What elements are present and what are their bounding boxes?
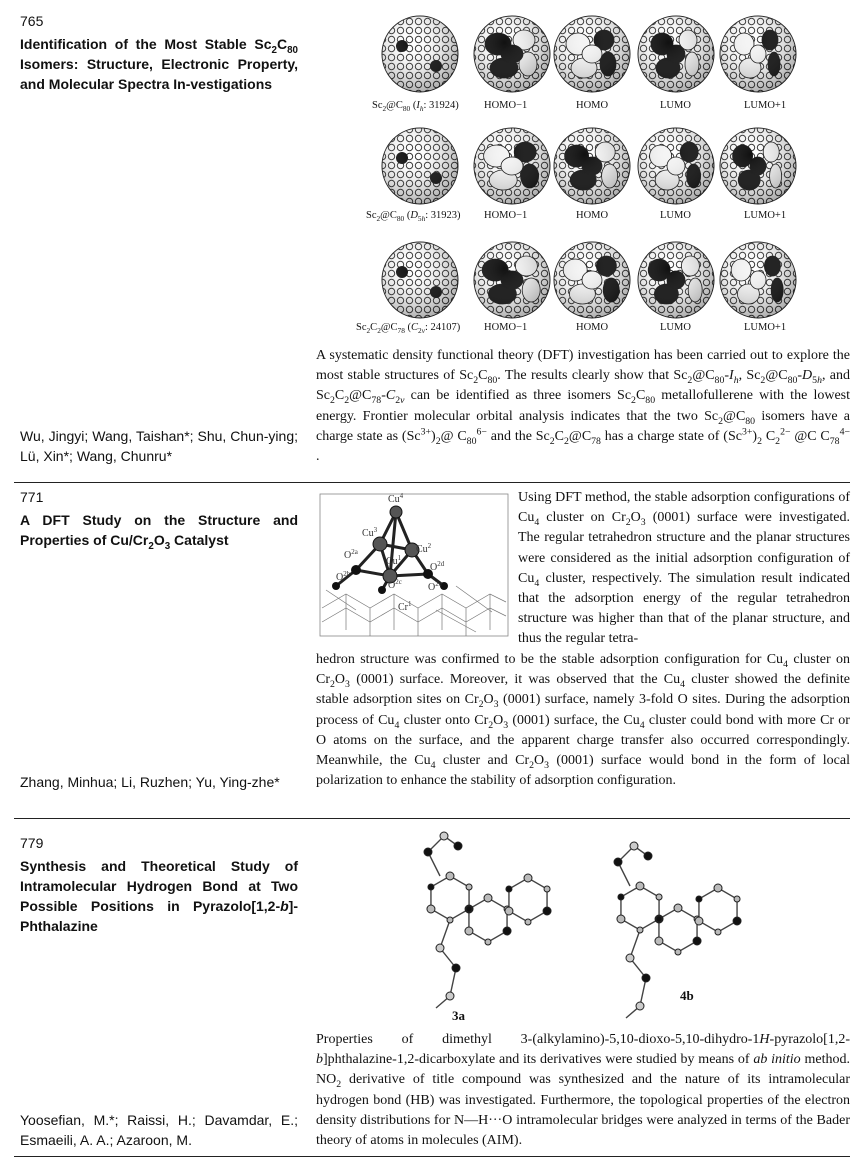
atom-label: Cr1 [398, 600, 412, 613]
structure-label-3a: 3a [452, 1008, 466, 1023]
orbital-label: LUMO+1 [744, 210, 787, 221]
isomer-label: Sc2C2@C78 (C2v: 24107) [356, 322, 461, 336]
atom-label: O2a [344, 548, 359, 561]
entry-separator [14, 1156, 850, 1157]
orbital-isosurface [553, 15, 631, 93]
entry-771-header: 771 A DFT Study on the Structure and Pro… [20, 488, 298, 552]
orbital-label: HOMO [576, 210, 609, 221]
orbital-isosurface [719, 127, 797, 205]
orbital-label: LUMO [660, 100, 691, 111]
fullerene-structure [381, 127, 459, 205]
orbital-label: HOMO [576, 100, 609, 111]
page-number: 771 [20, 489, 44, 505]
orbital-label: LUMO [660, 322, 691, 333]
orbital-isosurface [637, 127, 715, 205]
authors-771: Zhang, Minhua; Li, Ruzhen; Yu, Ying-zhe* [20, 774, 280, 790]
entry-separator [14, 818, 850, 819]
authors-779: Yoosefian, M.*; Raissi, H.; Davamdar, E.… [20, 1112, 298, 1148]
orbital-isosurface [719, 241, 797, 319]
orbital-label: HOMO−1 [484, 210, 528, 221]
orbital-isosurface [473, 241, 551, 319]
orbital-isosurface [719, 15, 797, 93]
entry-765-header: 765 Identification of the Most Stable Sc… [20, 12, 298, 94]
page-number: 779 [20, 835, 44, 851]
orbital-label: HOMO−1 [484, 322, 528, 333]
authors-765: Wu, Jingyi; Wang, Taishan*; Shu, Chun-yi… [20, 428, 298, 464]
isomer-label: Sc2@C80 (D5h: 31923) [366, 210, 461, 224]
article-title[interactable]: A DFT Study on the Structure and Propert… [20, 512, 298, 552]
fullerene-structure [381, 241, 459, 319]
orbital-isosurface [553, 241, 631, 319]
orbital-isosurface [637, 241, 715, 319]
abstract-771-top: Using DFT method, the stable adsorption … [518, 490, 850, 647]
fullerene-orbitals-figure [381, 15, 797, 319]
orbital-label: LUMO [660, 210, 691, 221]
isomer-label: Sc2@C80 (Ih: 31924) [372, 100, 459, 114]
molecule-structures-figure: 3a 4b [423, 831, 742, 1023]
orbital-isosurface [553, 127, 631, 205]
atom-label: O2e [428, 580, 442, 593]
abstract-771-bottom: hedron structure was confirmed to be the… [316, 652, 851, 789]
atom-label: O2c [388, 578, 402, 591]
article-title[interactable]: Identification of the Most Stable Sc2C80… [20, 36, 298, 92]
abstract-779: Properties of dimethyl 3-(alkylamino)-5,… [316, 1032, 850, 1149]
orbital-label: HOMO−1 [484, 100, 528, 111]
fullerene-structure [381, 15, 459, 93]
abstract-765: A systematic density functional theory (… [316, 348, 851, 465]
orbital-label: LUMO+1 [744, 100, 787, 111]
orbital-isosurface [473, 15, 551, 93]
entry-separator [14, 482, 850, 483]
orbital-isosurface [637, 15, 715, 93]
orbital-label: HOMO [576, 322, 609, 333]
page-number: 765 [20, 13, 44, 29]
atom-label: Cu2 [416, 542, 432, 555]
atom-label: Cu4 [388, 492, 404, 505]
orbital-label: LUMO+1 [744, 322, 787, 333]
atom-label: Cu3 [362, 526, 378, 539]
structure-label-4b: 4b [680, 988, 694, 1003]
article-title[interactable]: Synthesis and Theoretical Study of Intra… [20, 858, 298, 934]
atom-label: O2d [430, 560, 445, 573]
entry-779-header: 779 Synthesis and Theoretical Study of I… [20, 834, 298, 936]
orbital-isosurface [473, 127, 551, 205]
